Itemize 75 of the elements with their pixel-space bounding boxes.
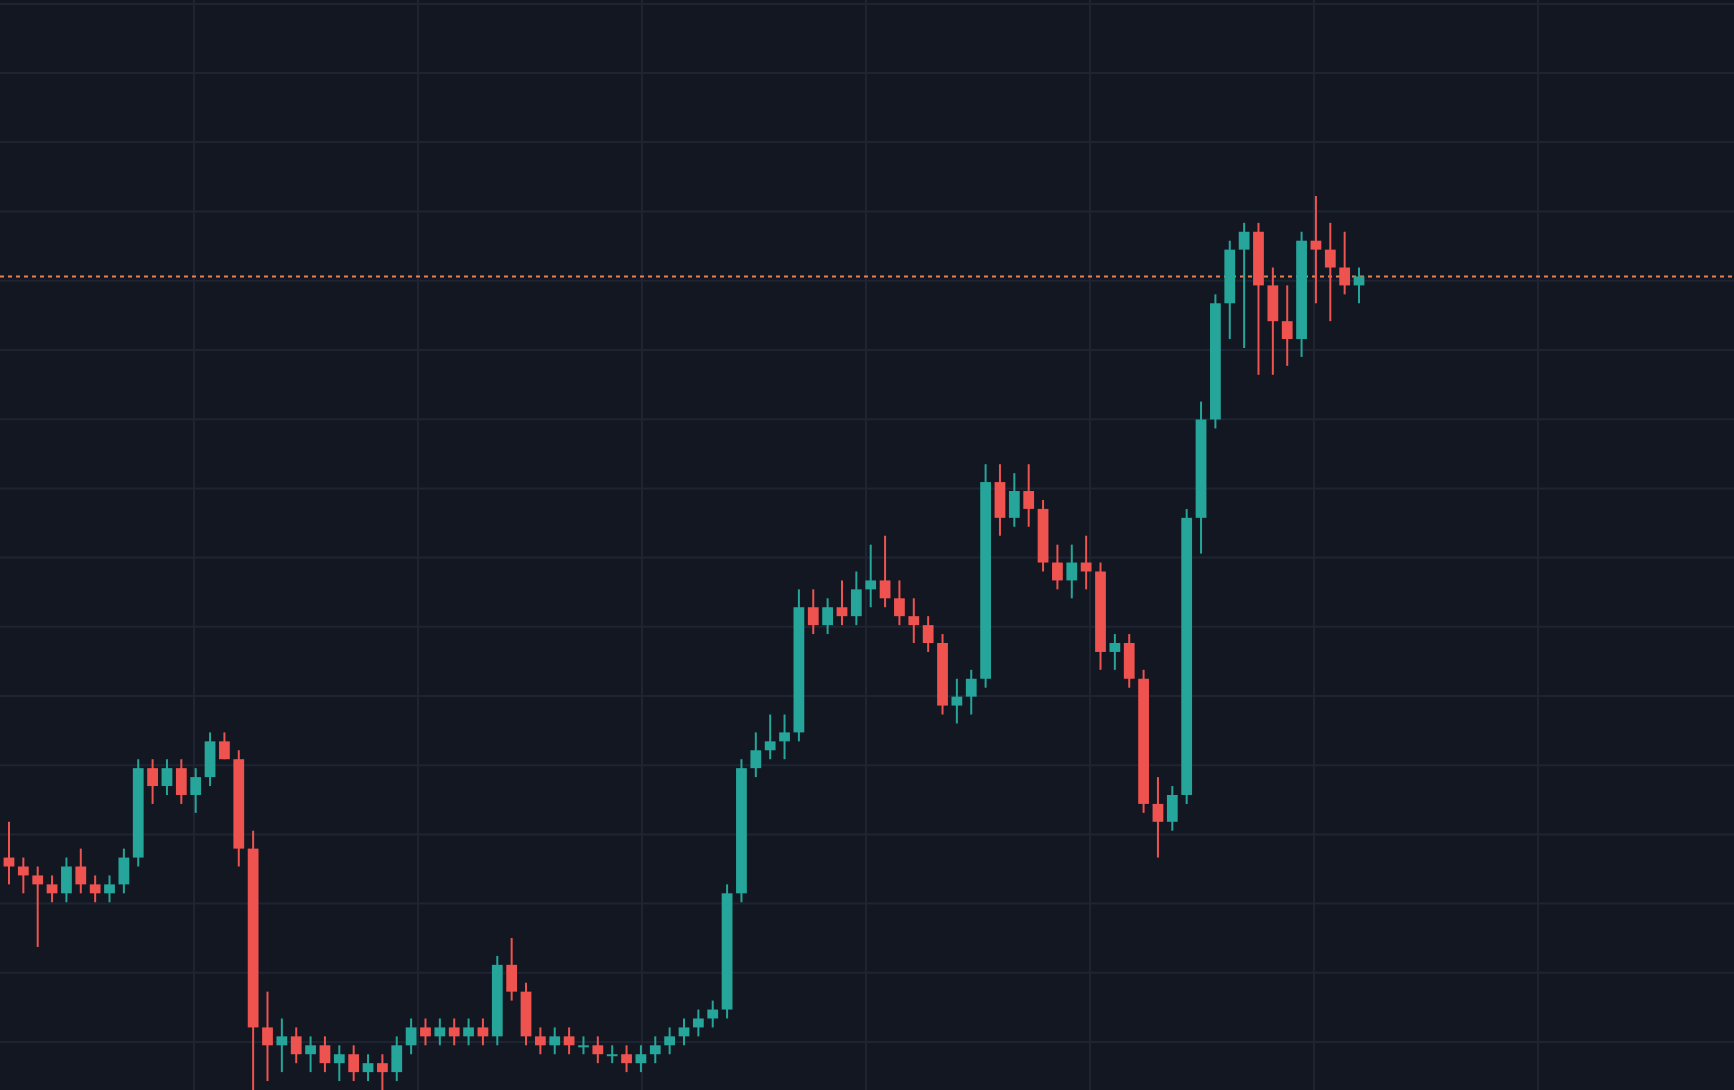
candlestick [147, 758, 158, 805]
candlestick [750, 731, 762, 779]
candlestick [348, 1044, 360, 1083]
candlestick [506, 937, 518, 1002]
candlestick [1166, 785, 1178, 832]
candlestick [262, 990, 273, 1083]
candlestick [664, 1026, 676, 1056]
candlestick [807, 588, 819, 636]
candlestick [219, 731, 230, 761]
candlestick [1080, 534, 1092, 591]
candlestick [104, 874, 115, 904]
candlestick [190, 767, 202, 814]
candlestick [779, 713, 790, 761]
candlestick [534, 1026, 546, 1056]
candlestick [61, 856, 72, 904]
candlestick [879, 534, 891, 609]
candlestick [621, 1044, 632, 1074]
candlestick [951, 677, 963, 725]
candlestick [649, 1035, 661, 1065]
candlestick [822, 597, 834, 636]
candlestick [477, 1017, 489, 1047]
candlestick [549, 1026, 561, 1056]
candlestick [405, 1017, 417, 1056]
candlestick [1023, 463, 1035, 528]
candlestick [908, 597, 920, 644]
candlestick [836, 579, 848, 627]
candlestick [1238, 221, 1250, 349]
candlestick [118, 847, 130, 895]
candlestick [305, 1035, 316, 1074]
candlestick [865, 543, 877, 609]
candlestick [1008, 472, 1020, 528]
candlestick [707, 999, 719, 1029]
candlestick [692, 1008, 704, 1038]
candlestick [922, 615, 934, 653]
candlestick [1324, 221, 1336, 323]
candlestick [276, 1017, 288, 1074]
candlestick [1310, 196, 1322, 305]
candlestick [420, 1017, 431, 1047]
candlestick [1353, 266, 1365, 305]
candlestick [362, 1053, 374, 1083]
candlestick [1123, 633, 1135, 689]
candlestick [850, 570, 862, 627]
candlestick [1267, 266, 1279, 376]
candlestick [1052, 543, 1063, 591]
candlestick [290, 1026, 302, 1065]
candlestick [520, 981, 532, 1047]
candlestick [635, 1044, 647, 1074]
candlestick [592, 1035, 604, 1065]
candlestick [161, 758, 173, 796]
candlestick [46, 874, 58, 904]
candlestick [764, 713, 776, 761]
candlestick [1281, 284, 1293, 367]
candlestick [563, 1026, 575, 1056]
candlestick [434, 1017, 446, 1047]
candlestick [1066, 543, 1078, 600]
candlestick [678, 1017, 690, 1047]
candlestick [204, 731, 216, 788]
candlestick [89, 874, 101, 904]
candlestick [894, 579, 905, 627]
candlestick [377, 1053, 388, 1090]
candlestick [1109, 633, 1121, 671]
candlestick [994, 463, 1006, 537]
candlestick [1152, 776, 1164, 859]
candlestick [463, 1017, 474, 1047]
candlestick [448, 1017, 460, 1047]
candlestick [391, 1035, 403, 1083]
candlestick [75, 847, 87, 895]
candlestick [3, 820, 15, 886]
candlestick [1339, 230, 1351, 296]
candlestick [17, 856, 29, 895]
candlestick [319, 1035, 331, 1074]
candlestick [965, 668, 977, 716]
candlestick [32, 865, 44, 948]
candlestick [333, 1044, 345, 1083]
candlestick [175, 758, 187, 805]
